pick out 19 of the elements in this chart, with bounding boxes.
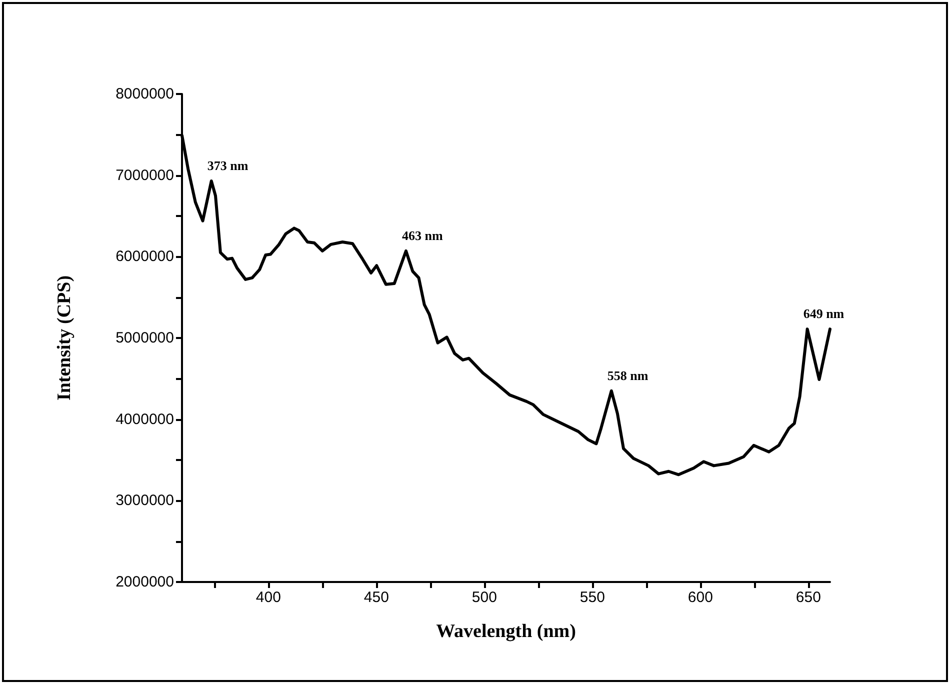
annotation: 649 nm — [803, 306, 844, 322]
x-tick-label: 450 — [364, 589, 389, 606]
annotation: 373 nm — [207, 158, 248, 174]
y-axis-title: Intensity (CPS) — [54, 275, 75, 401]
y-tick-label: 5000000 — [116, 330, 174, 346]
y-tick-label: 8000000 — [116, 86, 174, 102]
x-tick-label: 650 — [796, 589, 821, 606]
y-tick-label: 2000000 — [116, 574, 174, 590]
x-axis-title: Wavelength (nm) — [436, 621, 576, 642]
annotation: 558 nm — [607, 368, 648, 383]
x-tick-label: 400 — [256, 589, 281, 606]
y-tick-label: 3000000 — [116, 492, 174, 510]
annotation: 463 nm — [402, 228, 443, 243]
y-tick-label: 6000000 — [116, 248, 174, 266]
x-tick-label: 500 — [472, 589, 497, 606]
x-tick-label: 550 — [580, 589, 605, 606]
x-tick-label: 600 — [688, 589, 713, 606]
y-tick-label: 4000000 — [116, 410, 174, 428]
y-tick-label: 7000000 — [116, 166, 174, 184]
